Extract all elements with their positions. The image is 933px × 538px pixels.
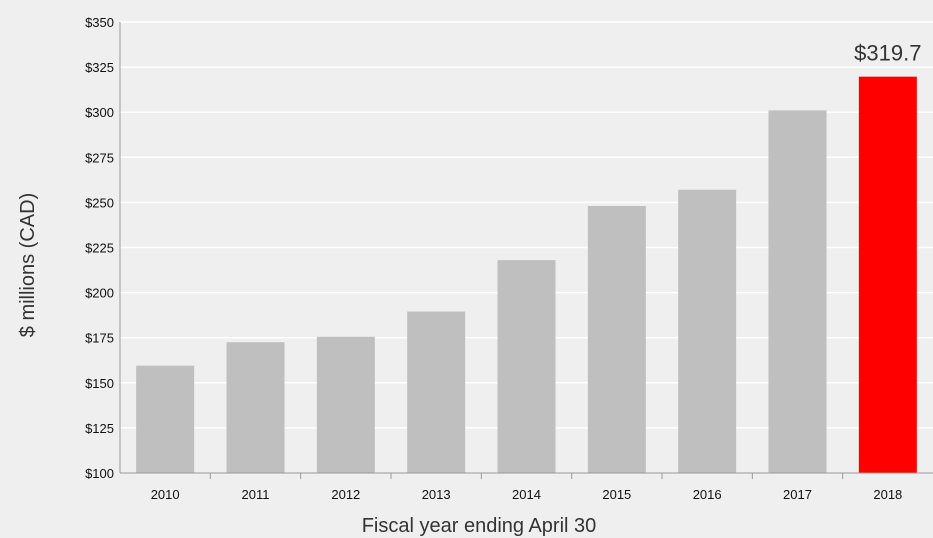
x-tick-label: 2013 (422, 487, 451, 502)
bar-2016 (678, 189, 737, 473)
x-axis-title: Fiscal year ending April 30 (362, 515, 597, 537)
bars (136, 76, 917, 474)
bar-2018 (858, 76, 917, 474)
y-tick-label: $225 (85, 241, 114, 256)
bar-2014 (497, 260, 556, 473)
y-tick-label: $250 (85, 195, 114, 210)
y-tick-label: $300 (85, 105, 114, 120)
x-tick-label: 2011 (242, 487, 270, 502)
axes (119, 22, 933, 479)
data-labels: $319.7 (854, 41, 921, 66)
bar-2017 (768, 110, 827, 473)
y-tick-label: $275 (85, 150, 114, 165)
y-tick-label: $125 (85, 421, 114, 436)
bar-2015 (587, 206, 646, 473)
data-label: $319.7 (854, 41, 921, 66)
bar-2011 (226, 342, 285, 473)
x-tick-label: 2015 (602, 487, 631, 502)
x-tick-label: 2010 (151, 487, 180, 502)
x-tick-label: 2012 (331, 487, 360, 502)
y-tick-label: $175 (85, 331, 114, 346)
x-tick-label: 2014 (512, 487, 541, 502)
x-tick-label: 2017 (783, 487, 812, 502)
y-axis-title: $ millions (CAD) (17, 193, 39, 337)
bar-2012 (316, 336, 375, 473)
x-tick-labels: 2010 2011 2012 2013 2014 2015 2016 2017 2018 (151, 487, 903, 502)
y-tick-label: $325 (85, 60, 114, 75)
y-tick-labels: $100 $125 $150 $175 $200 $225 $250 $275 $300 $325… (85, 15, 114, 481)
y-tick-label: $200 (85, 286, 114, 301)
bar-2010 (136, 365, 195, 473)
y-tick-label: $350 (85, 15, 114, 30)
y-tick-label: $100 (85, 466, 114, 481)
x-tick-label: 2018 (873, 487, 902, 502)
bar-2013 (407, 311, 466, 473)
y-tick-label: $150 (85, 376, 114, 391)
x-tick-label: 2016 (693, 487, 722, 502)
